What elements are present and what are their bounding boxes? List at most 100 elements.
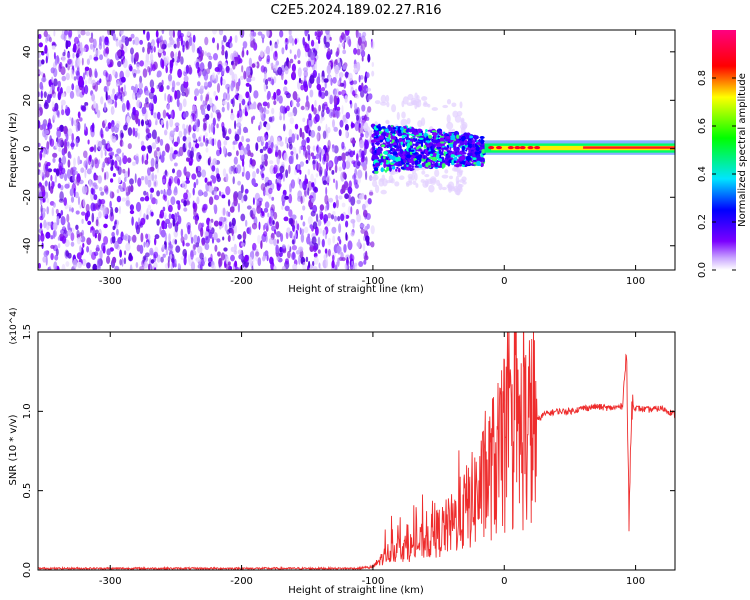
heatmap-cell <box>40 230 44 237</box>
heatmap-cell <box>310 173 314 183</box>
heatmap-cell <box>162 109 167 119</box>
heatmap-cell <box>259 50 264 58</box>
heatmap-cell <box>464 139 468 143</box>
heatmap-cell <box>62 52 66 57</box>
heatmap-cell <box>75 138 79 148</box>
heatmap-cell <box>131 216 134 226</box>
heatmap-cell <box>193 207 197 217</box>
heatmap-cell <box>355 88 358 94</box>
heatmap-cell <box>237 180 242 186</box>
heatmap-cell <box>341 257 346 262</box>
snr-line-series <box>38 332 675 570</box>
heatmap-cell <box>302 205 306 211</box>
heatmap-cell <box>238 58 243 64</box>
heatmap-cell <box>154 234 160 240</box>
heatmap-cell <box>175 125 179 132</box>
heatmap-cell <box>41 77 47 83</box>
heatmap-cell <box>474 137 477 142</box>
heatmap-cell <box>262 255 266 262</box>
heatmap-cell <box>111 108 115 114</box>
heatmap-cell <box>141 154 144 165</box>
heatmap-cell <box>356 153 359 162</box>
heatmap-cell <box>371 70 375 77</box>
heatmap-cell <box>52 230 56 239</box>
heatmap-cell <box>177 263 181 269</box>
heatmap-cell <box>107 99 113 105</box>
heatmap-cell <box>242 40 248 49</box>
heatmap-cell <box>97 140 103 151</box>
heatmap-cell <box>222 127 228 136</box>
heatmap-cell <box>272 220 275 225</box>
heatmap-cell <box>276 137 281 146</box>
heatmap-cell <box>465 149 468 152</box>
heatmap-cell <box>316 146 322 156</box>
heatmap-cell <box>63 197 67 206</box>
heatmap-cell <box>130 33 135 39</box>
heatmap-cell <box>151 172 155 182</box>
heatmap-cell <box>125 186 130 196</box>
heatmap-cell <box>263 222 269 230</box>
heatmap-cell <box>144 195 150 202</box>
heatmap-cell <box>75 210 80 215</box>
heatmap-cell <box>119 129 124 140</box>
heatmap-cell <box>328 197 334 203</box>
heatmap-cell <box>337 215 341 222</box>
heatmap-cell <box>159 209 164 219</box>
heatmap-cell <box>118 205 121 215</box>
heatmap-cell <box>172 168 175 174</box>
heatmap-cell <box>336 47 340 56</box>
heatmap-cell <box>61 75 67 82</box>
heatmap-cell <box>194 216 198 225</box>
heatmap-cell <box>333 178 336 183</box>
heatmap-cell <box>285 258 289 265</box>
heatmap-cell <box>236 150 239 157</box>
heatmap-cell <box>91 79 96 86</box>
heatmap-cell <box>279 115 282 121</box>
heatmap-cell <box>296 223 300 231</box>
heatmap-cell <box>362 242 366 252</box>
heatmap-cell <box>267 212 270 218</box>
heatmap-cell <box>38 59 42 67</box>
heatmap-cell <box>252 242 257 251</box>
heatmap-cell <box>354 183 359 189</box>
heatmap-cell <box>315 159 318 170</box>
heatmap-cell <box>414 172 418 181</box>
heatmap-cell <box>260 65 265 73</box>
heatmap-cell <box>132 127 136 137</box>
heatmap-cell <box>119 30 124 35</box>
heatmap-cell <box>266 30 270 38</box>
heatmap-cell <box>210 175 215 180</box>
heatmap-cell <box>215 95 219 101</box>
heatmap-cell <box>401 111 406 119</box>
heatmap-cell <box>209 97 213 107</box>
heatmap-cell <box>327 212 332 219</box>
heatmap-cell <box>361 56 364 62</box>
heatmap-cell <box>52 244 58 252</box>
heatmap-cell <box>107 122 112 130</box>
heatmap-cell <box>70 140 75 150</box>
heatmap-cell <box>271 115 275 122</box>
heatmap-cell <box>289 230 293 239</box>
heatmap-cell <box>121 197 127 202</box>
heatmap-cell <box>148 263 151 270</box>
heatmap-cell <box>350 196 356 206</box>
heatmap-cell <box>333 215 338 222</box>
heatmap-cell <box>202 100 206 107</box>
heatmap-cell <box>345 220 349 228</box>
heatmap-cell <box>245 66 251 76</box>
heatmap-cell <box>210 122 215 133</box>
heatmap-cell <box>192 113 197 122</box>
heatmap-cell <box>68 30 73 38</box>
heatmap-cell <box>212 158 217 166</box>
heatmap-cell <box>197 81 201 87</box>
heatmap-cell <box>49 93 53 99</box>
heatmap-cell <box>385 157 389 161</box>
heatmap-cell <box>261 211 265 217</box>
heatmap-cell <box>216 42 219 51</box>
heatmap-cell <box>127 127 133 136</box>
heatmap-cell <box>123 124 128 131</box>
heatmap-cell <box>57 243 61 249</box>
heatmap-cell <box>147 46 151 55</box>
heatmap-cell <box>203 135 206 143</box>
heatmap-cell <box>423 138 426 143</box>
